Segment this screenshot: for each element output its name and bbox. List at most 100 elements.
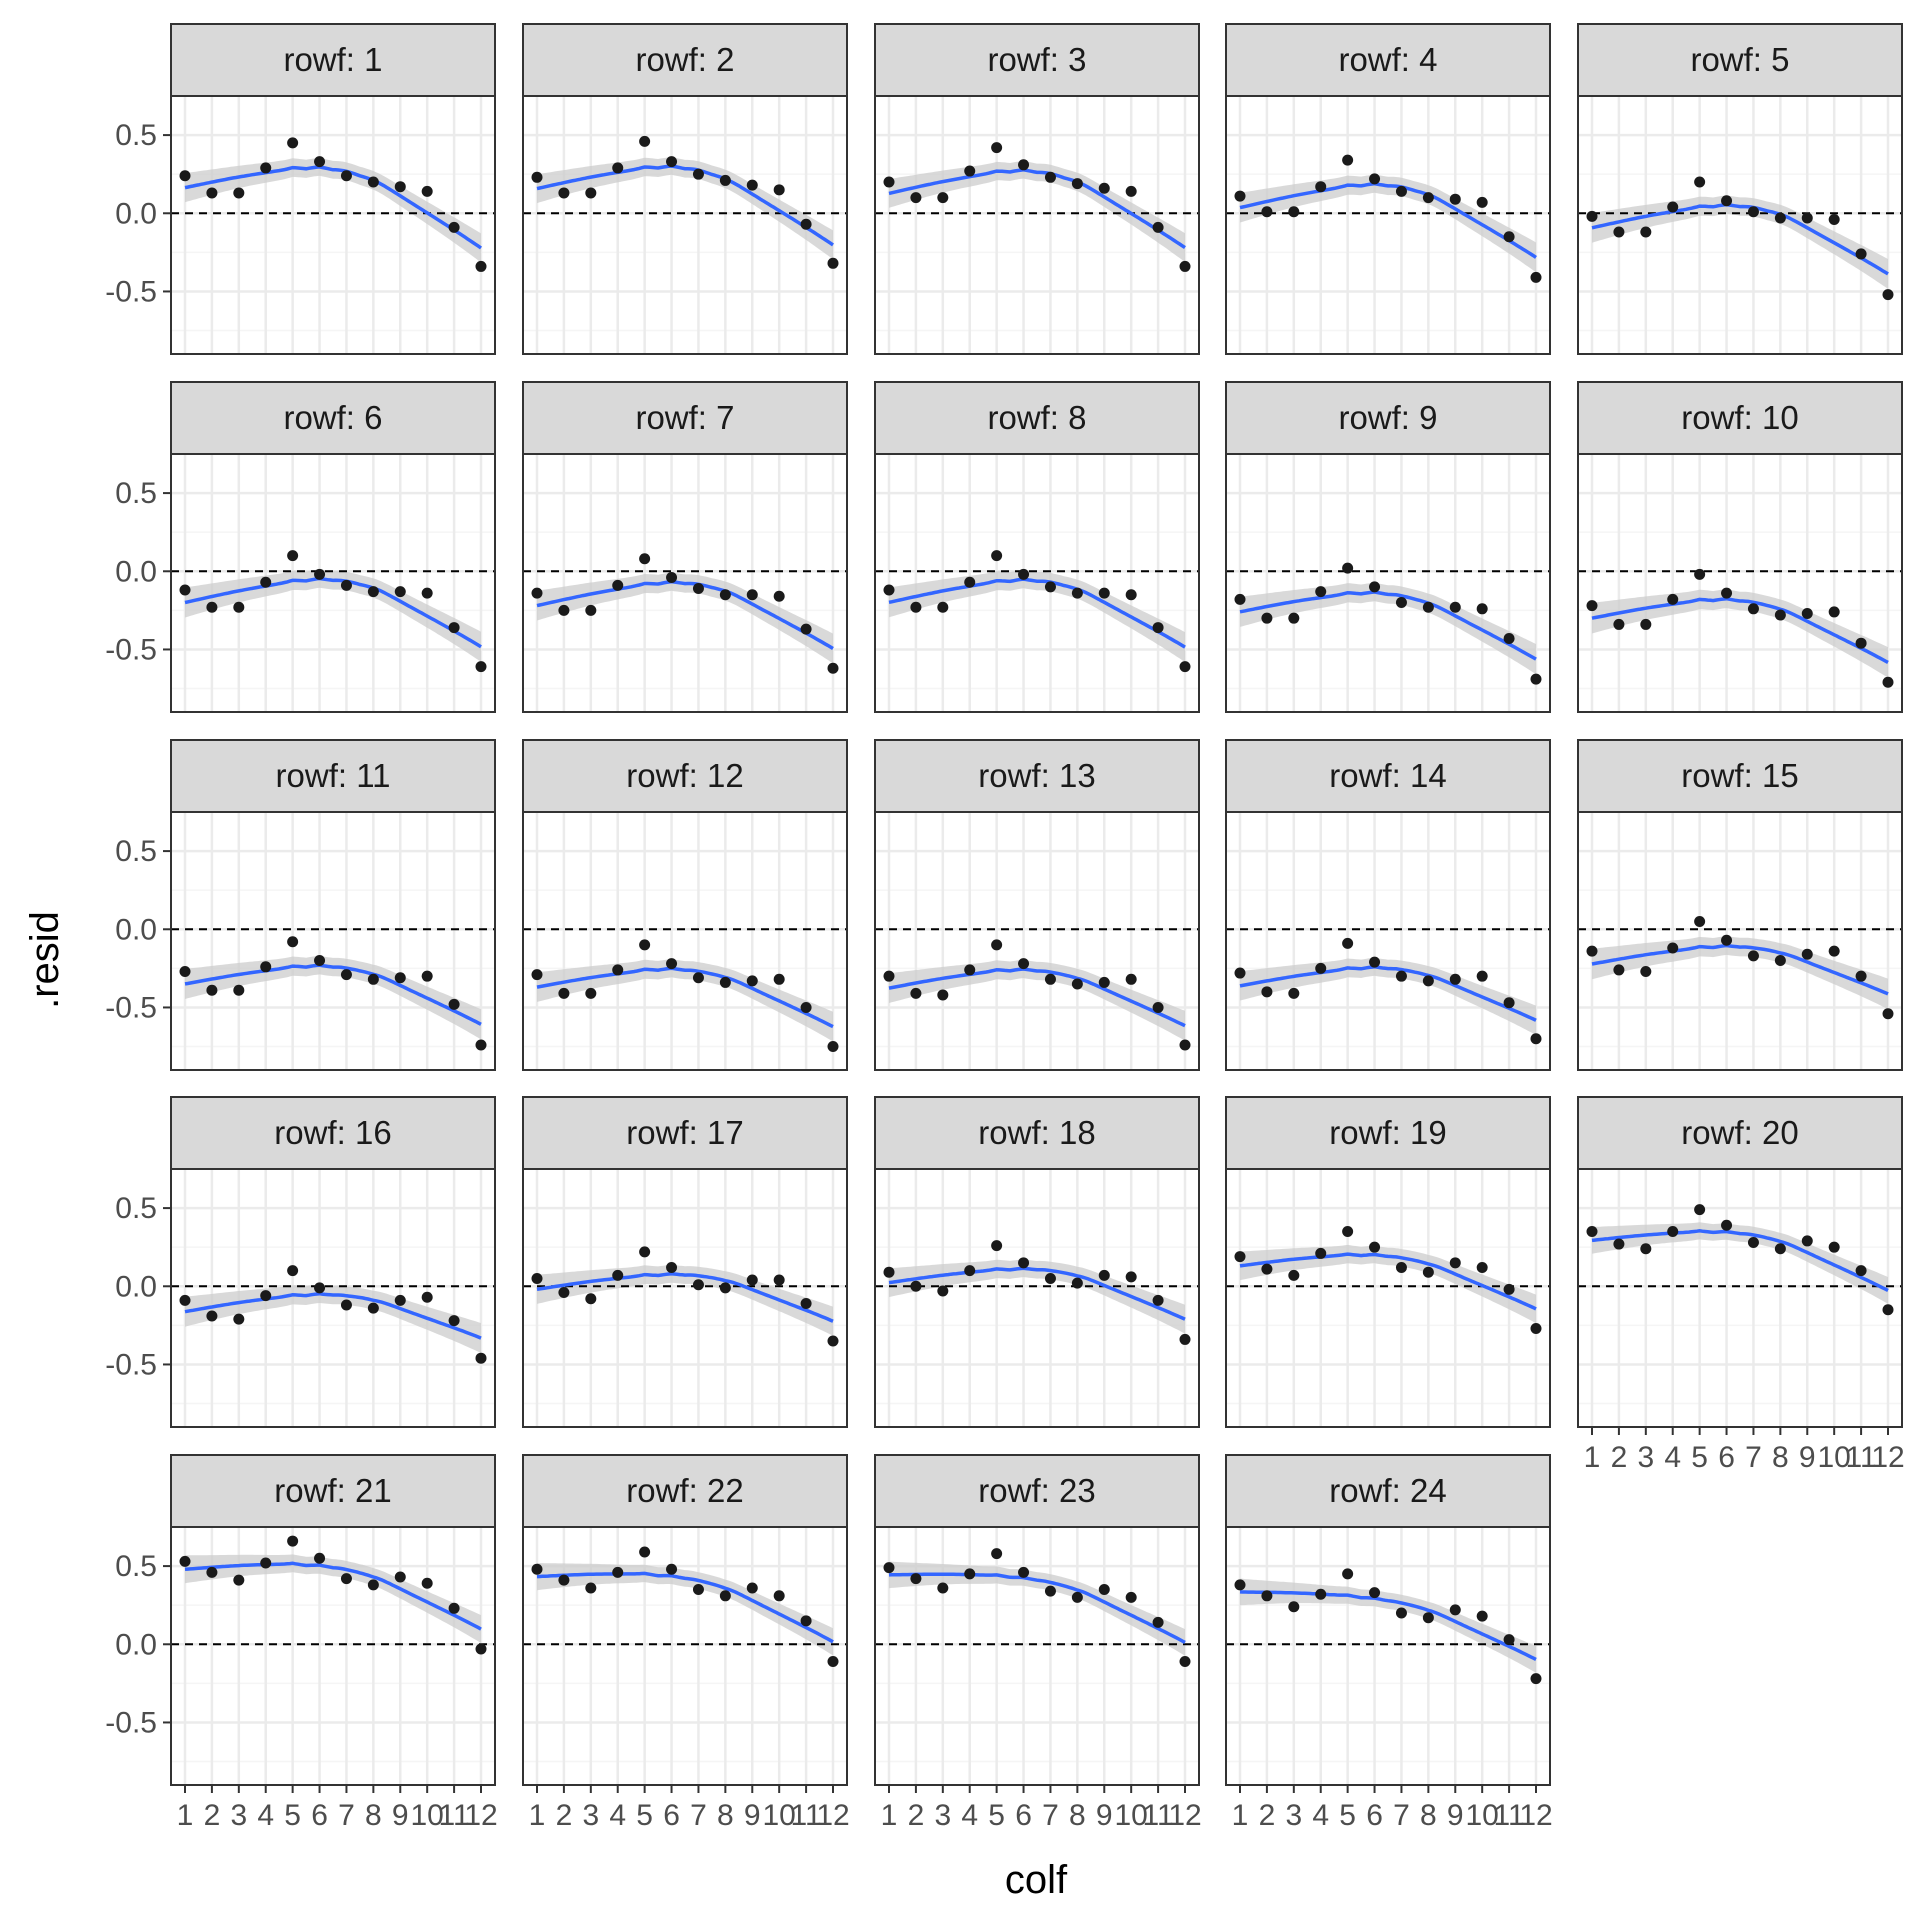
- x-tick-label: 7: [690, 1799, 707, 1832]
- data-point: [367, 176, 379, 188]
- data-point: [1179, 1039, 1191, 1051]
- data-point: [1503, 1634, 1515, 1646]
- facet-panel: rowf: 16 0.5 0.0 -0.5: [105, 1096, 496, 1428]
- facet-panel: rowf: 9: [1225, 381, 1551, 713]
- y-tick-label: 0.5: [115, 835, 157, 868]
- data-point: [1476, 1262, 1488, 1274]
- data-point: [612, 1269, 624, 1281]
- data-point: [233, 1313, 245, 1325]
- data-point: [1018, 159, 1030, 171]
- data-point: [233, 1574, 245, 1586]
- y-tick-label: -0.5: [105, 991, 157, 1024]
- data-point: [314, 955, 326, 967]
- data-point: [1098, 976, 1110, 988]
- data-point: [827, 1335, 839, 1347]
- data-point: [1801, 607, 1813, 619]
- data-point: [394, 972, 406, 984]
- data-point: [1044, 581, 1056, 593]
- data-point: [179, 584, 191, 596]
- x-tick-label: 1: [881, 1799, 898, 1832]
- facet-strip: [522, 739, 848, 813]
- confidence-ribbon: [185, 569, 481, 662]
- data-point: [1640, 1243, 1652, 1255]
- y-tick-label: 0.5: [115, 119, 157, 152]
- data-point: [585, 187, 597, 199]
- confidence-ribbon: [185, 1284, 481, 1354]
- smooth-line: [1591, 943, 1889, 996]
- data-point: [1098, 182, 1110, 194]
- confidence-ribbon: [537, 1563, 833, 1656]
- facet-strip: [1577, 23, 1903, 97]
- data-point: [1530, 1322, 1542, 1334]
- facet-strip-label: rowf: 21: [274, 1472, 391, 1509]
- facet-strip-label: rowf: 3: [987, 41, 1086, 78]
- data-point: [1315, 1588, 1327, 1600]
- data-point: [827, 257, 839, 269]
- x-tick-label: 6: [1366, 1799, 1383, 1832]
- facet-strip: [170, 23, 496, 97]
- facet-strip-label: rowf: 6: [283, 399, 382, 436]
- data-point: [1828, 1241, 1840, 1253]
- data-point: [1369, 1587, 1381, 1599]
- data-point: [448, 221, 460, 233]
- data-point: [719, 174, 731, 186]
- facet-panel: rowf: 18: [874, 1096, 1200, 1428]
- data-point: [883, 584, 895, 596]
- data-point: [1395, 970, 1407, 982]
- data-point: [179, 965, 191, 977]
- data-point: [1667, 942, 1679, 954]
- x-tick-label: 3: [582, 1799, 599, 1832]
- x-tick-label: 2: [908, 1799, 925, 1832]
- data-point: [827, 1655, 839, 1667]
- data-point: [314, 156, 326, 168]
- data-point: [421, 970, 433, 982]
- data-point: [1586, 945, 1598, 957]
- data-point: [639, 1246, 651, 1258]
- x-tick-label: 9: [1096, 1799, 1113, 1832]
- facet-strip: [1225, 1454, 1551, 1528]
- panel-background: [1578, 1169, 1902, 1427]
- smooth-line: [184, 576, 482, 649]
- facet-panel: rowf: 12: [522, 739, 848, 1071]
- facet-panel: rowf: 5: [1577, 23, 1903, 355]
- data-point: [1044, 1272, 1056, 1284]
- data-point: [719, 589, 731, 601]
- confidence-ribbon: [889, 1259, 1185, 1334]
- x-tick-label: 11: [791, 1799, 822, 1832]
- data-point: [531, 171, 543, 183]
- facet-strip-label: rowf: 16: [274, 1114, 391, 1151]
- data-point: [367, 1302, 379, 1314]
- data-point: [1261, 1590, 1273, 1602]
- data-point: [991, 1548, 1003, 1560]
- data-point: [1125, 589, 1137, 601]
- facet-strip: [170, 1454, 496, 1528]
- data-point: [1261, 1263, 1273, 1275]
- data-point: [1044, 1585, 1056, 1597]
- data-point: [179, 1555, 191, 1567]
- smooth-line: [1591, 596, 1889, 664]
- panel-background: [171, 812, 495, 1070]
- data-point: [531, 1563, 543, 1575]
- smooth-line: [184, 165, 483, 250]
- smooth-line: [536, 1271, 834, 1323]
- data-point: [964, 1568, 976, 1580]
- x-tick-label: 6: [1718, 1441, 1735, 1474]
- facet-strip-label: rowf: 17: [626, 1114, 743, 1151]
- facet-strip-label: rowf: 1: [283, 41, 382, 78]
- panel-background: [1226, 454, 1550, 712]
- data-point: [1882, 1008, 1894, 1020]
- data-point: [1882, 676, 1894, 688]
- data-point: [800, 623, 812, 635]
- data-point: [1503, 633, 1515, 645]
- smooth-line: [888, 1572, 1186, 1644]
- x-tick-label: 6: [663, 1799, 680, 1832]
- data-point: [1530, 271, 1542, 283]
- x-tick-label: 12: [1168, 1799, 1201, 1832]
- data-point: [1342, 1226, 1354, 1238]
- facet-panel: rowf: 2: [522, 23, 848, 355]
- smooth-line: [1239, 1252, 1537, 1311]
- data-point: [1018, 1566, 1030, 1578]
- data-point: [287, 1265, 299, 1277]
